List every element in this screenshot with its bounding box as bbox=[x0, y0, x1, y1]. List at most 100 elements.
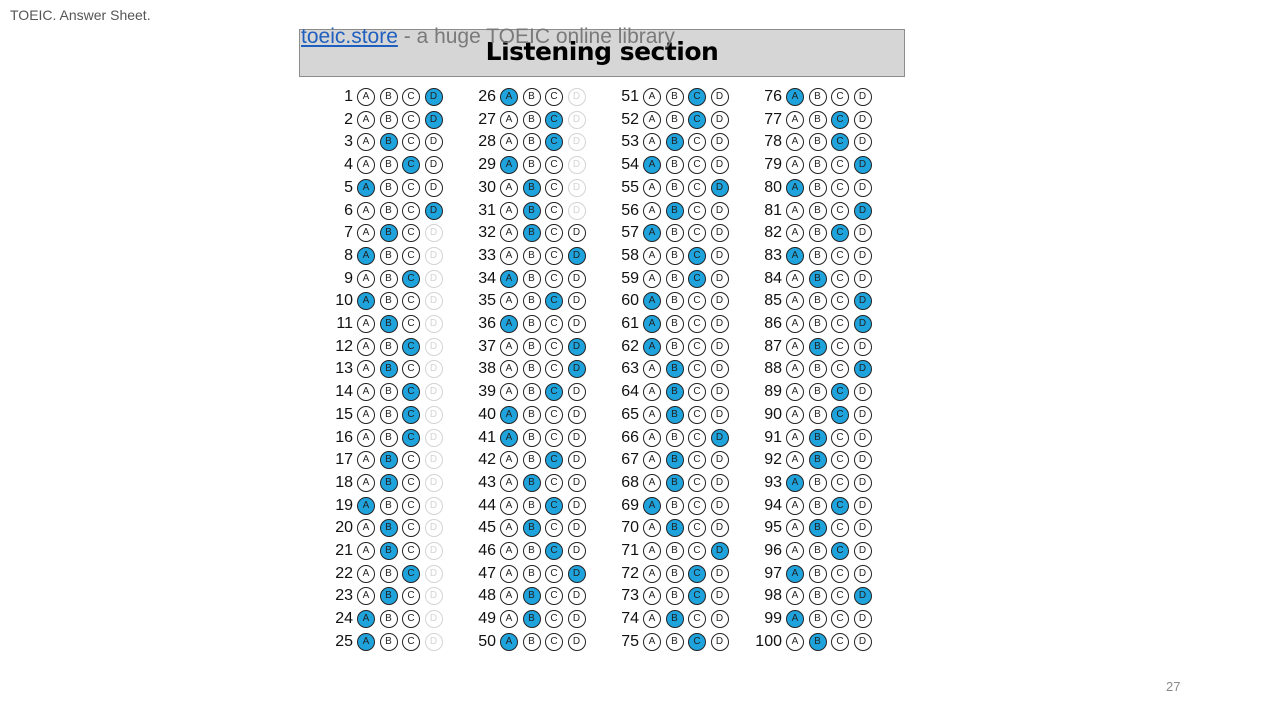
bubble-b[interactable]: B bbox=[522, 133, 541, 152]
bubble-d[interactable]: D bbox=[424, 110, 443, 129]
bubble-c[interactable]: C bbox=[831, 587, 849, 606]
bubble-d[interactable]: D bbox=[567, 587, 586, 606]
bubble-b[interactable]: B bbox=[522, 383, 541, 402]
bubble-c[interactable]: C bbox=[402, 542, 420, 560]
bubble-d[interactable]: D bbox=[710, 632, 729, 651]
bubble-c[interactable]: C bbox=[688, 133, 706, 152]
bubble-b[interactable]: B bbox=[522, 564, 541, 583]
bubble-d[interactable]: D bbox=[853, 632, 872, 651]
bubble-d[interactable]: D bbox=[567, 156, 586, 175]
bubble-d[interactable]: D bbox=[567, 178, 586, 197]
bubble-d[interactable]: D bbox=[710, 587, 729, 606]
bubble-c[interactable]: C bbox=[545, 451, 563, 470]
bubble-b[interactable]: B bbox=[379, 315, 398, 333]
bubble-a[interactable]: A bbox=[357, 133, 375, 152]
bubble-a[interactable]: A bbox=[357, 542, 375, 560]
bubble-c[interactable]: C bbox=[688, 110, 706, 129]
bubble-d[interactable]: D bbox=[424, 383, 443, 402]
bubble-c[interactable]: C bbox=[545, 110, 563, 129]
bubble-d[interactable]: D bbox=[853, 133, 872, 152]
bubble-b[interactable]: B bbox=[665, 428, 684, 447]
bubble-c[interactable]: C bbox=[831, 269, 849, 288]
bubble-d[interactable]: D bbox=[853, 610, 872, 629]
bubble-a[interactable]: A bbox=[786, 473, 804, 492]
bubble-b[interactable]: B bbox=[808, 610, 827, 629]
bubble-c[interactable]: C bbox=[545, 383, 563, 402]
bubble-a[interactable]: A bbox=[500, 246, 518, 265]
bubble-c[interactable]: C bbox=[545, 473, 563, 492]
bubble-d[interactable]: D bbox=[424, 315, 443, 333]
bubble-c[interactable]: C bbox=[545, 542, 563, 560]
bubble-b[interactable]: B bbox=[522, 587, 541, 606]
bubble-d[interactable]: D bbox=[424, 133, 443, 152]
bubble-c[interactable]: C bbox=[402, 246, 420, 265]
bubble-b[interactable]: B bbox=[379, 337, 398, 356]
bubble-c[interactable]: C bbox=[688, 360, 706, 379]
bubble-d[interactable]: D bbox=[424, 360, 443, 379]
bubble-c[interactable]: C bbox=[545, 224, 563, 243]
bubble-d[interactable]: D bbox=[853, 405, 872, 424]
bubble-b[interactable]: B bbox=[522, 610, 541, 629]
bubble-b[interactable]: B bbox=[379, 405, 398, 424]
bubble-d[interactable]: D bbox=[567, 610, 586, 629]
bubble-a[interactable]: A bbox=[643, 451, 661, 470]
bubble-b[interactable]: B bbox=[808, 224, 827, 243]
bubble-d[interactable]: D bbox=[424, 201, 443, 220]
bubble-c[interactable]: C bbox=[831, 156, 849, 175]
bubble-c[interactable]: C bbox=[831, 428, 849, 447]
bubble-b[interactable]: B bbox=[808, 496, 827, 515]
bubble-a[interactable]: A bbox=[357, 88, 375, 106]
bubble-d[interactable]: D bbox=[853, 473, 872, 492]
bubble-c[interactable]: C bbox=[831, 473, 849, 492]
bubble-d[interactable]: D bbox=[853, 587, 872, 606]
bubble-d[interactable]: D bbox=[424, 610, 443, 629]
bubble-a[interactable]: A bbox=[643, 542, 661, 560]
bubble-b[interactable]: B bbox=[665, 564, 684, 583]
bubble-c[interactable]: C bbox=[402, 519, 420, 538]
bubble-a[interactable]: A bbox=[357, 360, 375, 379]
bubble-a[interactable]: A bbox=[786, 360, 804, 379]
bubble-b[interactable]: B bbox=[808, 542, 827, 560]
bubble-d[interactable]: D bbox=[853, 315, 872, 333]
bubble-d[interactable]: D bbox=[853, 542, 872, 560]
bubble-c[interactable]: C bbox=[831, 178, 849, 197]
bubble-a[interactable]: A bbox=[500, 88, 518, 106]
bubble-d[interactable]: D bbox=[424, 632, 443, 651]
bubble-b[interactable]: B bbox=[522, 246, 541, 265]
bubble-d[interactable]: D bbox=[424, 542, 443, 560]
bubble-a[interactable]: A bbox=[786, 156, 804, 175]
bubble-c[interactable]: C bbox=[831, 542, 849, 560]
bubble-b[interactable]: B bbox=[665, 632, 684, 651]
bubble-d[interactable]: D bbox=[567, 564, 586, 583]
bubble-b[interactable]: B bbox=[522, 542, 541, 560]
bubble-c[interactable]: C bbox=[688, 315, 706, 333]
bubble-a[interactable]: A bbox=[643, 133, 661, 152]
bubble-d[interactable]: D bbox=[853, 337, 872, 356]
bubble-a[interactable]: A bbox=[786, 405, 804, 424]
bubble-d[interactable]: D bbox=[567, 201, 586, 220]
bubble-c[interactable]: C bbox=[545, 360, 563, 379]
bubble-c[interactable]: C bbox=[545, 178, 563, 197]
bubble-c[interactable]: C bbox=[545, 133, 563, 152]
bubble-a[interactable]: A bbox=[500, 178, 518, 197]
bubble-a[interactable]: A bbox=[643, 337, 661, 356]
bubble-b[interactable]: B bbox=[522, 292, 541, 311]
bubble-b[interactable]: B bbox=[665, 88, 684, 106]
bubble-a[interactable]: A bbox=[643, 564, 661, 583]
bubble-d[interactable]: D bbox=[710, 473, 729, 492]
bubble-c[interactable]: C bbox=[688, 632, 706, 651]
bubble-a[interactable]: A bbox=[500, 496, 518, 515]
bubble-a[interactable]: A bbox=[643, 178, 661, 197]
bubble-d[interactable]: D bbox=[710, 496, 729, 515]
bubble-a[interactable]: A bbox=[357, 451, 375, 470]
bubble-a[interactable]: A bbox=[643, 405, 661, 424]
bubble-d[interactable]: D bbox=[710, 383, 729, 402]
bubble-c[interactable]: C bbox=[831, 405, 849, 424]
bubble-c[interactable]: C bbox=[688, 519, 706, 538]
bubble-b[interactable]: B bbox=[379, 178, 398, 197]
bubble-a[interactable]: A bbox=[643, 383, 661, 402]
bubble-d[interactable]: D bbox=[424, 292, 443, 311]
bubble-c[interactable]: C bbox=[402, 178, 420, 197]
bubble-b[interactable]: B bbox=[665, 292, 684, 311]
bubble-d[interactable]: D bbox=[853, 269, 872, 288]
